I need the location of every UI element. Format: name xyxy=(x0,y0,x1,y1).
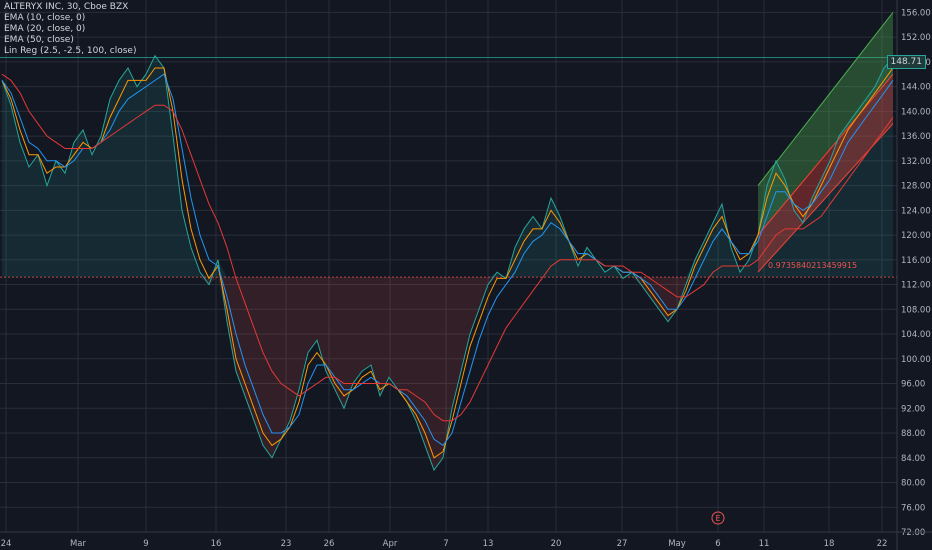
legend-ema10[interactable]: EMA (10, close, 0) xyxy=(4,13,86,23)
y-tick-label: 100.00 xyxy=(901,355,931,365)
x-tick-label: May xyxy=(668,539,686,549)
y-tick-label: 80.00 xyxy=(901,479,925,489)
y-tick-label: 132.00 xyxy=(901,157,931,167)
y-tick-label: 156.00 xyxy=(901,8,931,18)
legend-linreg[interactable]: Lin Reg (2.5, -2.5, 100, close) xyxy=(4,46,137,56)
x-tick-label: 20 xyxy=(551,539,562,549)
y-tick-label: 116.00 xyxy=(901,256,931,266)
y-tick-label: 108.00 xyxy=(901,305,931,315)
series-line-ema50 xyxy=(1,73,894,422)
channel-upper-band xyxy=(758,12,893,236)
x-tick-label: 6 xyxy=(715,539,720,549)
earnings-marker[interactable]: E xyxy=(711,511,725,525)
x-tick-label: 18 xyxy=(824,539,835,549)
x-tick-label: 16 xyxy=(211,539,222,549)
baseline-fill xyxy=(0,55,897,471)
y-tick-label: 96.00 xyxy=(901,380,925,390)
y-tick-label: 136.00 xyxy=(901,132,931,142)
y-tick-label: 92.00 xyxy=(901,404,925,414)
fill-above-baseline xyxy=(2,55,893,278)
x-tick-label: Mar xyxy=(70,539,87,549)
series-lines xyxy=(1,54,894,472)
x-tick-label: 26 xyxy=(324,539,335,549)
y-tick-label: 88.00 xyxy=(901,429,925,439)
legend-ema20[interactable]: EMA (20, close, 0) xyxy=(4,24,86,34)
x-tick-label: 27 xyxy=(617,539,628,549)
y-tick-label: 104.00 xyxy=(901,330,931,340)
x-tick-label: 9 xyxy=(143,539,148,549)
y-tick-label: 72.00 xyxy=(901,528,925,538)
channel-upper-line xyxy=(757,12,894,186)
time-axis[interactable]: 24 Mar 9 16 23 26 Apr 7 13 20 27 May 6 11 18 22 xyxy=(0,531,932,549)
last-price-badge: 148.71 xyxy=(886,55,926,69)
indicator-legend: ALTERYX INC, 30, Cboe BZX EMA (10, close… xyxy=(4,2,136,57)
x-tick-label: Apr xyxy=(383,539,398,549)
series-line-ema10 xyxy=(1,67,894,459)
x-tick-label: 13 xyxy=(483,539,494,549)
y-tick-label: 120.00 xyxy=(901,231,931,241)
y-tick-label: 140.00 xyxy=(901,107,931,117)
symbol-title[interactable]: ALTERYX INC, 30, Cboe BZX xyxy=(4,2,129,12)
regression-label: 0.9735840213459915 xyxy=(768,261,857,270)
y-tick-label: 112.00 xyxy=(901,281,931,291)
fill-below-baseline xyxy=(2,277,893,471)
y-tick-label: 144.00 xyxy=(901,83,931,93)
x-tick-label: 22 xyxy=(877,539,888,549)
y-tick-label: 128.00 xyxy=(901,182,931,192)
y-tick-label: 152.00 xyxy=(901,33,931,43)
grid xyxy=(0,0,897,533)
series-line-ema20 xyxy=(1,73,894,447)
x-tick-label: 23 xyxy=(281,539,292,549)
y-tick-label: 124.00 xyxy=(901,206,931,216)
x-tick-label: 24 xyxy=(1,539,12,549)
x-tick-label: 7 xyxy=(443,539,448,549)
channel-center-line xyxy=(757,73,894,236)
y-tick-label: 76.00 xyxy=(901,503,925,513)
legend-ema50[interactable]: EMA (50, close) xyxy=(4,35,74,45)
price-axis[interactable]: 72.00 76.00 80.00 84.00 88.00 92.00 96.00 100.0… xyxy=(896,0,931,550)
x-tick-label: 11 xyxy=(759,539,770,549)
channel-lower-band xyxy=(758,74,893,273)
y-tick-label: 84.00 xyxy=(901,454,925,464)
earnings-marker-label: E xyxy=(715,514,720,523)
